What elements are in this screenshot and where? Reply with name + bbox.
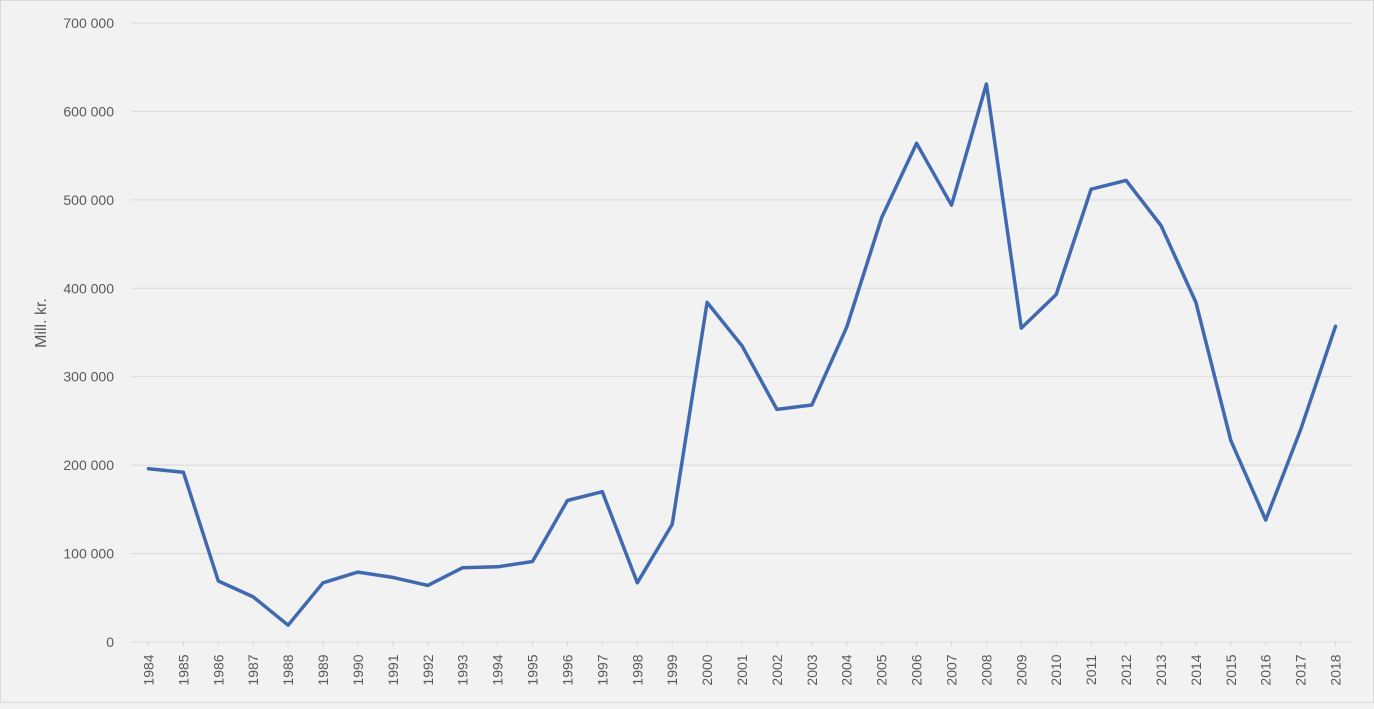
x-tick-label: 2000	[699, 654, 715, 685]
data-point	[740, 344, 744, 348]
data-point	[670, 522, 674, 526]
x-tick-label: 2017	[1293, 654, 1309, 685]
x-tick-label: 2011	[1083, 655, 1099, 685]
x-tick-label: 1986	[210, 654, 226, 685]
data-point	[286, 623, 290, 627]
data-point	[356, 570, 360, 574]
data-point	[1264, 518, 1268, 522]
y-tick-label: 0	[106, 634, 114, 650]
data-point	[1089, 187, 1093, 191]
x-tick-label: 2008	[978, 654, 994, 685]
y-axis-title: Mill. kr.	[33, 298, 50, 348]
x-tick-label: 2005	[874, 654, 890, 685]
data-point	[984, 82, 988, 86]
y-tick-label: 100 000	[63, 546, 114, 562]
data-point	[705, 300, 709, 304]
x-tick-label: 1992	[420, 654, 436, 685]
data-point	[531, 560, 535, 564]
data-point	[1054, 292, 1058, 296]
x-tick-label: 1989	[315, 654, 331, 685]
x-tick-label: 1990	[350, 654, 366, 685]
data-point	[1159, 224, 1163, 228]
data-point	[216, 579, 220, 583]
x-tick-label: 1998	[629, 654, 645, 685]
x-tick-label: 1999	[664, 654, 680, 685]
series-line	[146, 82, 1338, 627]
x-tick-label: 1995	[525, 654, 541, 685]
x-tick-label: 1993	[455, 654, 471, 685]
data-point	[181, 470, 185, 474]
x-tick-label: 1994	[490, 654, 506, 685]
data-point	[251, 595, 255, 599]
data-point	[426, 583, 430, 587]
x-tick-label: 2014	[1188, 654, 1204, 685]
x-tick-label: 1984	[140, 654, 156, 685]
data-point	[845, 325, 849, 329]
x-tick-label: 2001	[734, 654, 750, 685]
x-tick-label: 1997	[594, 654, 610, 685]
data-point	[461, 566, 465, 570]
data-point	[1124, 178, 1128, 182]
x-tick-label: 2018	[1328, 654, 1344, 685]
x-tick-label: 2016	[1258, 654, 1274, 685]
x-tick-label: 2003	[804, 654, 820, 685]
x-tick-label: 1996	[559, 654, 575, 685]
x-tick-label: 2002	[769, 654, 785, 685]
y-tick-label: 300 000	[63, 369, 114, 385]
x-tick-label: 2013	[1153, 654, 1169, 685]
data-point	[635, 581, 639, 585]
x-tick-label: 1991	[385, 654, 401, 685]
data-point	[146, 467, 150, 471]
data-point	[1229, 438, 1233, 442]
data-point	[1019, 326, 1023, 330]
y-tick-label: 500 000	[63, 192, 114, 208]
data-point	[600, 490, 604, 494]
x-tick-label: 2007	[943, 654, 959, 685]
gridlines	[131, 22, 1353, 643]
x-tick-label: 2012	[1118, 654, 1134, 685]
x-tick-label: 1988	[280, 654, 296, 685]
y-tick-label: 600 000	[63, 103, 114, 119]
data-point	[321, 581, 325, 585]
y-tick-label: 700 000	[63, 15, 114, 31]
data-point	[496, 565, 500, 569]
x-tick-label: 1987	[245, 654, 261, 685]
data-point	[915, 141, 919, 145]
x-tick-label: 2006	[909, 654, 925, 685]
data-point	[880, 216, 884, 220]
data-point	[775, 407, 779, 411]
y-tick-label: 200 000	[63, 457, 114, 473]
x-axis-ticks: 1984 1985 1986 1987 1988 1989 1990 1991 1992 1993…	[140, 642, 1344, 686]
data-point	[1334, 324, 1338, 328]
x-tick-label: 2015	[1223, 654, 1239, 685]
y-axis-ticks: 0 100 000 200 000 300 000 400 000 500 000 600 …	[63, 15, 114, 650]
x-tick-label: 2010	[1048, 654, 1064, 685]
x-tick-label: 2004	[839, 654, 855, 685]
data-point	[1194, 300, 1198, 304]
x-tick-label: 2009	[1013, 654, 1029, 685]
data-point	[565, 499, 569, 503]
data-point	[949, 203, 953, 207]
y-tick-label: 400 000	[63, 280, 114, 296]
data-point	[810, 403, 814, 407]
series-layer	[146, 82, 1338, 627]
x-tick-label: 1985	[175, 654, 191, 685]
data-point	[1299, 428, 1303, 432]
data-point	[391, 575, 395, 579]
